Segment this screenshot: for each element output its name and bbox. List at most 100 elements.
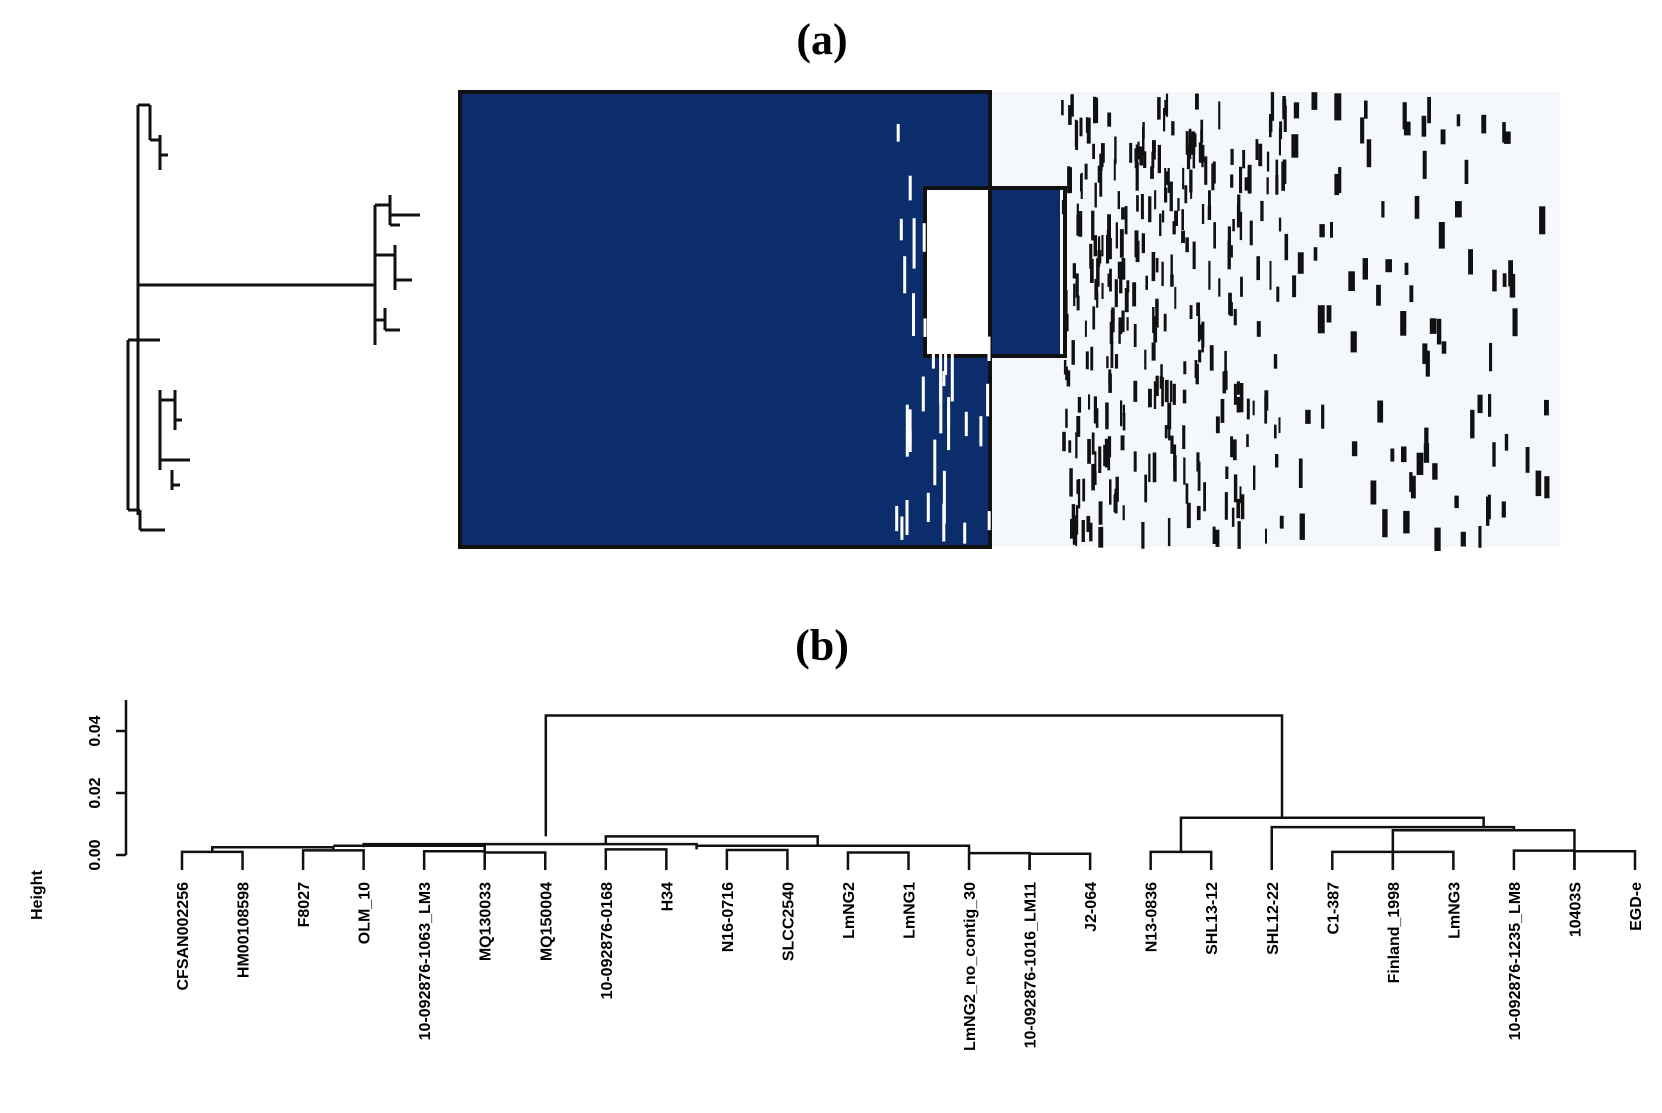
heatmap-mark xyxy=(1117,191,1120,210)
leaf-label: 10-092876-1016_LM11 xyxy=(1023,882,1040,1048)
heatmap-mark xyxy=(1085,351,1089,370)
heatmap-mark xyxy=(1404,262,1409,275)
heatmap-mark xyxy=(1196,452,1200,472)
heatmap-mark xyxy=(1094,451,1097,476)
heatmap-mark xyxy=(1186,502,1191,529)
heatmap-mark xyxy=(1077,479,1081,509)
heatmap-mark xyxy=(1117,261,1122,279)
heatmap-streak xyxy=(908,409,912,446)
heatmap-mark xyxy=(1293,102,1300,119)
heatmap-mark xyxy=(1298,458,1303,488)
heatmap-mark xyxy=(1492,269,1497,292)
heatmap-mark xyxy=(1186,146,1191,170)
heatmap-mark xyxy=(1182,167,1185,190)
heatmap-mark xyxy=(1468,249,1473,275)
heatmap-streak xyxy=(942,470,946,524)
heatmap-mark xyxy=(1266,177,1269,195)
heatmap-mark xyxy=(1283,105,1287,132)
dendro-merge xyxy=(180,850,244,870)
heatmap-mark xyxy=(1279,121,1283,140)
heatmap-mark xyxy=(1195,93,1199,110)
dendro-root xyxy=(544,714,1284,837)
heatmap-mark xyxy=(1174,287,1177,309)
heatmap-mark xyxy=(1091,432,1095,455)
heatmap-mark xyxy=(1539,206,1546,235)
heatmap-mark xyxy=(1269,261,1272,290)
heatmap-mark xyxy=(1095,408,1099,428)
heatmap-mark xyxy=(1100,155,1104,168)
heatmap-mark xyxy=(1101,235,1104,257)
heatmap-mark xyxy=(1065,290,1068,316)
heatmap-mark xyxy=(1239,166,1243,194)
heatmap-mark xyxy=(1233,439,1237,461)
heatmap-mark xyxy=(1501,501,1506,518)
heatmap-streak xyxy=(939,350,943,404)
heatmap-streak xyxy=(969,289,973,327)
row-dendro-branch-right xyxy=(373,195,420,345)
heatmap-mark xyxy=(1094,471,1097,485)
heatmap-mark xyxy=(1402,102,1407,130)
heatmap-mark xyxy=(1160,364,1163,377)
heatmap-mark xyxy=(1184,185,1188,204)
heatmap-streak xyxy=(939,381,943,434)
heatmap-streak xyxy=(971,241,975,279)
heatmap-mark xyxy=(1152,140,1156,153)
heatmap-mark xyxy=(1198,142,1202,163)
dendro-merge xyxy=(1512,849,1576,870)
heatmap-mark xyxy=(1299,513,1305,540)
heatmap-mark xyxy=(1069,468,1073,497)
heatmap-mark xyxy=(1207,206,1212,220)
heatmap-mark xyxy=(1065,408,1068,428)
heatmap-marks xyxy=(895,92,1550,551)
heatmap-mark xyxy=(1087,439,1091,464)
heatmap-streak xyxy=(908,430,912,452)
heatmap-mark xyxy=(1544,476,1550,499)
heatmap-mark xyxy=(1208,190,1211,220)
heatmap-mark xyxy=(1376,284,1381,306)
heatmap-mark xyxy=(1114,488,1118,514)
heatmap-mark xyxy=(1061,199,1065,215)
heatmap-mark xyxy=(1236,381,1240,395)
heatmap-mark xyxy=(1171,121,1175,136)
heatmap-mark xyxy=(1152,307,1155,333)
leaf-label: OLM_10 xyxy=(357,882,374,944)
heatmap-mark xyxy=(1098,446,1102,473)
heatmap-streak xyxy=(987,336,991,361)
heatmap-mark xyxy=(1140,194,1144,220)
heatmap-mark xyxy=(1163,107,1166,132)
heatmap-mark xyxy=(1486,496,1490,526)
heatmap-mark xyxy=(1151,151,1155,168)
heatmap-mark xyxy=(1264,396,1268,424)
heatmap-mark xyxy=(1218,101,1221,130)
heatmap-mark xyxy=(1422,150,1427,179)
heatmap-mark xyxy=(1143,151,1147,168)
heatmap-mark xyxy=(1350,331,1357,353)
heatmap-mark xyxy=(1177,198,1180,211)
heatmap-streak xyxy=(921,376,925,412)
heatmap-mark xyxy=(1319,224,1325,238)
heatmap-mark xyxy=(1432,463,1438,480)
heatmap-mark xyxy=(1121,310,1125,333)
heatmap-mark xyxy=(1274,424,1277,439)
heatmap-mark xyxy=(1155,375,1159,396)
heatmap-streak xyxy=(923,318,927,337)
heatmap-mark xyxy=(1133,324,1137,347)
heatmap-mark xyxy=(1141,233,1145,254)
heatmap-mark xyxy=(1135,162,1139,191)
heatmap-mark xyxy=(1094,278,1099,300)
heatmap-streak xyxy=(896,124,900,142)
heatmap-mark xyxy=(1240,494,1245,520)
heatmap-mark xyxy=(1201,154,1204,168)
heatmap-mark xyxy=(1503,131,1511,144)
heatmap-mark xyxy=(1166,171,1169,185)
heatmap-mark xyxy=(1115,222,1118,249)
heatmap-mark xyxy=(1390,448,1395,462)
heatmap-mark xyxy=(1093,396,1097,424)
heatmap-mark xyxy=(1220,399,1225,423)
heatmap-mark xyxy=(1109,321,1114,344)
heatmap-mark xyxy=(1142,122,1145,139)
heatmap-mark xyxy=(1063,360,1067,375)
heatmap-mark xyxy=(1334,93,1342,121)
heatmap-mark xyxy=(1151,252,1156,282)
heatmap-streak xyxy=(895,505,899,532)
